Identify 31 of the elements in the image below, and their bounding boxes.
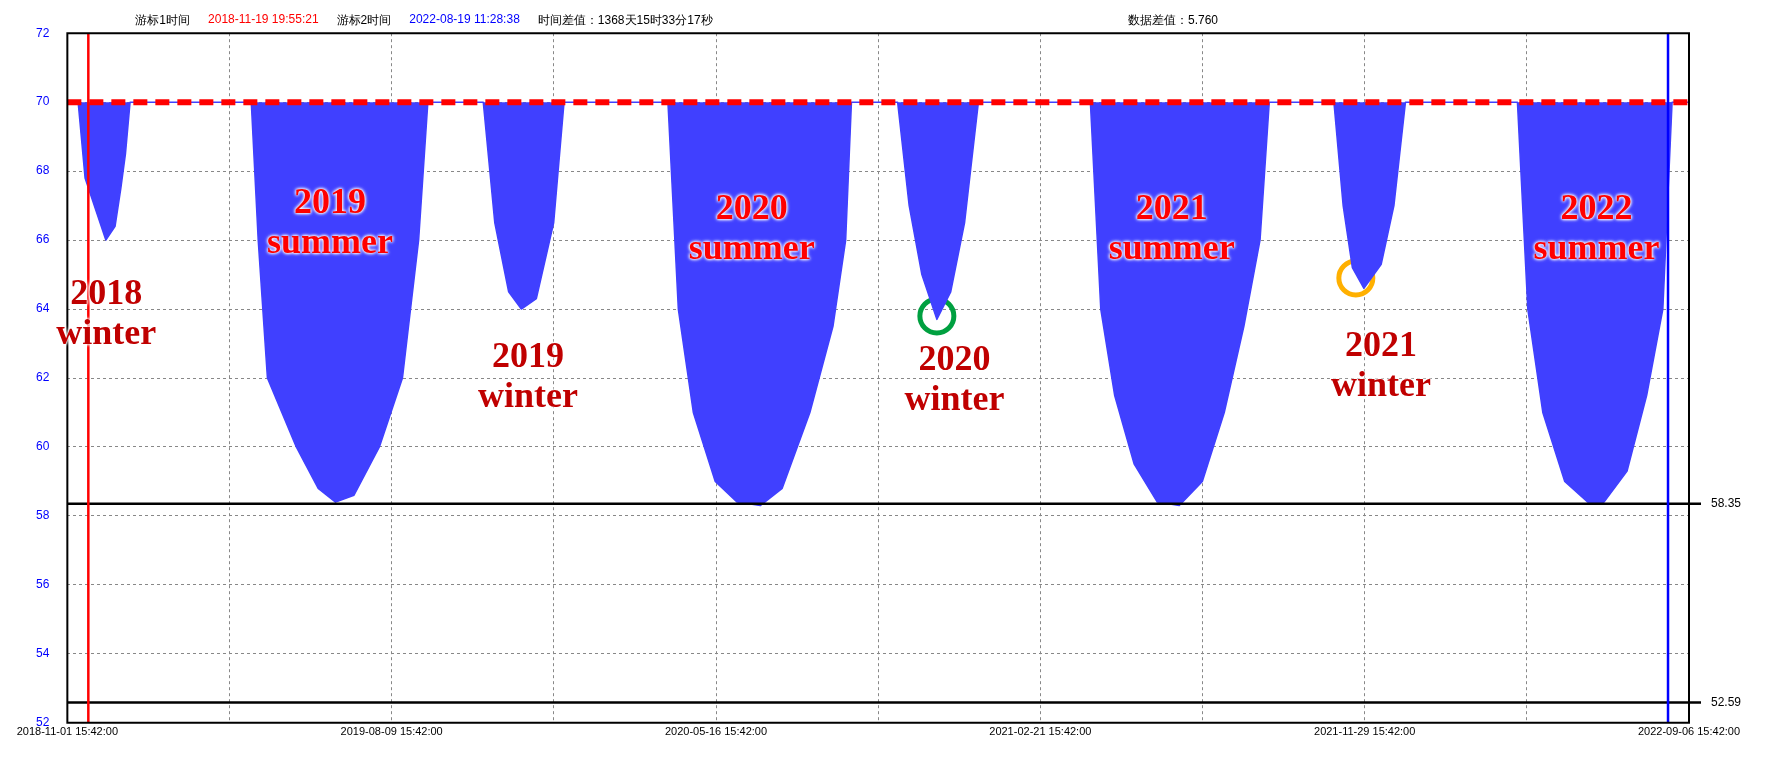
- x-tick-label: 2021-11-29 15:42:00: [1314, 725, 1416, 738]
- annotation: 2021 winter: [1330, 324, 1431, 405]
- ref-line-label: 52.59: [1711, 694, 1742, 709]
- ref-line-label: 2022-08-19 11:28:38: [409, 12, 520, 28]
- x-tick-label: 2022-09-06 15:42:00: [1637, 725, 1741, 738]
- y-tick-label: 56: [35, 577, 50, 592]
- annotation: 2020 winter: [904, 338, 1005, 418]
- y-tick-label: 64: [35, 301, 50, 316]
- x-tick-label: 2018-11-01 15:42:00: [16, 725, 119, 738]
- y-tick-label: 66: [35, 232, 50, 247]
- annotation: 2019 winter: [477, 334, 578, 415]
- ref-line-label: 2018-11-19 19:55:21: [208, 12, 319, 28]
- y-tick-label: 70: [35, 94, 50, 109]
- annotation: 2020 summer: [688, 186, 815, 267]
- text: 游标2时间: [336, 12, 392, 29]
- text: 游标1时间: [135, 12, 191, 29]
- y-tick-label: 68: [35, 163, 50, 178]
- text: 数据差值：5.760: [1128, 12, 1219, 29]
- x-tick-label: 2021-02-21 15:42:00: [989, 725, 1092, 738]
- y-tick-label: 62: [35, 370, 50, 385]
- text: 时间差值：1368天15时33分17秒: [537, 12, 713, 29]
- y-tick-label: 58: [35, 508, 50, 523]
- y-tick-label: 60: [35, 439, 50, 454]
- annotation: 2019 summer: [267, 180, 394, 261]
- x-tick-label: 2020-05-16 15:42:00: [664, 725, 768, 738]
- y-tick-label: 54: [35, 646, 50, 661]
- annotation: 2021 summer: [1108, 186, 1235, 267]
- x-tick-label: 2019-08-09 15:42:00: [340, 725, 443, 738]
- y-tick-label: 72: [35, 25, 50, 40]
- ref-line-label: 58.35: [1711, 496, 1742, 511]
- annotation: 2022 summer: [1533, 186, 1660, 267]
